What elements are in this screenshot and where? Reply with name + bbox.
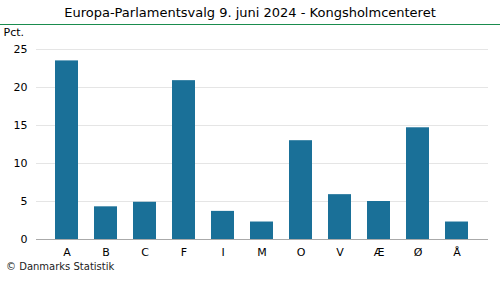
svg-text:O: O — [297, 246, 306, 259]
svg-text:5: 5 — [21, 195, 28, 208]
svg-text:15: 15 — [14, 119, 28, 132]
svg-text:20: 20 — [14, 81, 28, 94]
svg-text:A: A — [63, 246, 71, 259]
svg-text:C: C — [141, 246, 149, 259]
svg-text:M: M — [257, 246, 267, 259]
svg-text:B: B — [102, 246, 110, 259]
svg-text:10: 10 — [14, 157, 28, 170]
svg-text:I: I — [221, 246, 224, 259]
svg-text:F: F — [181, 246, 187, 259]
svg-text:V: V — [336, 246, 344, 259]
svg-text:Å: Å — [453, 246, 461, 259]
svg-text:Ø: Ø — [414, 246, 423, 259]
svg-text:Pct.: Pct. — [4, 26, 25, 39]
html-text:© Danmarks Statistik: © Danmarks Statistik — [6, 261, 115, 272]
svg-text:Æ: Æ — [374, 246, 385, 259]
html-text:Europa-Parlamentsvalg 9. juni: Europa-Parlamentsvalg 9. juni 2024 - Kon… — [64, 5, 436, 20]
svg-text:0: 0 — [21, 233, 28, 246]
svg-text:25: 25 — [14, 43, 28, 56]
